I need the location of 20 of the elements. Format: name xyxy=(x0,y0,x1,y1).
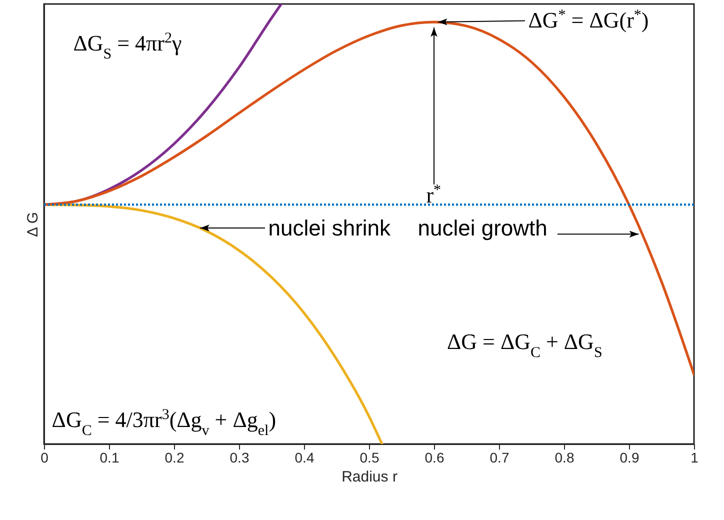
x-tick-label: 1 xyxy=(690,450,699,466)
y-axis-title: Δ G xyxy=(24,212,42,238)
x-tick-label: 0.1 xyxy=(100,450,120,466)
x-tick-label: 0.7 xyxy=(490,450,510,466)
x-tick-label: 0 xyxy=(40,450,49,466)
x-tick-label: 0.3 xyxy=(230,450,250,466)
x-tick-label: 0.5 xyxy=(360,450,380,466)
x-axis-title: Radius r xyxy=(342,468,398,486)
annotation: ΔG$^{*}$ = ΔG(r$^{*}$) xyxy=(528,8,649,33)
annotation: ΔG = ΔG$_{C}$ + ΔG$_{S}$ xyxy=(447,328,602,361)
x-tick-label: 0.2 xyxy=(164,450,184,466)
annotation: r$^{*}$ xyxy=(426,182,442,208)
annotation: nuclei growth xyxy=(418,215,548,240)
annotation: nuclei shrink xyxy=(268,215,392,240)
x-tick-label: 0.9 xyxy=(620,450,640,466)
annotation: ΔG$_{S}$ = 4πr$^{2}$γ xyxy=(73,30,182,63)
text: ΔG$_{C}$ = 4/3πr$^{3}$(Δg$_{v}$ + Δg$_{el}$) xyxy=(52,406,276,439)
x-tick-label: 0.8 xyxy=(554,450,574,466)
x-tick-label: 0.4 xyxy=(294,450,314,466)
x-tick-label: 0.6 xyxy=(424,450,444,466)
